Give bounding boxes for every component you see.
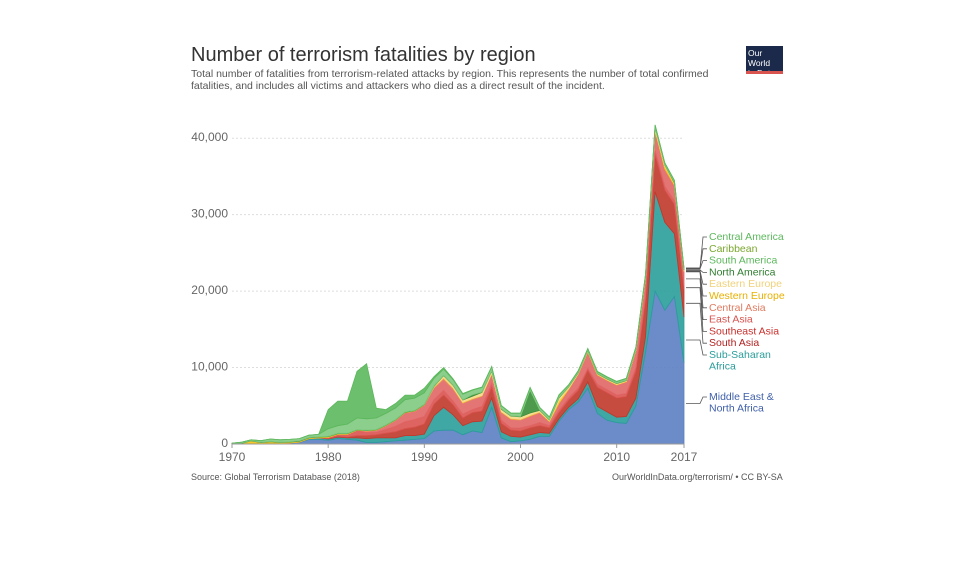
x-tick-label: 2010 — [603, 450, 630, 464]
legend-connector — [686, 270, 707, 297]
legend-connector — [686, 236, 707, 269]
y-tick-label: 10,000 — [191, 360, 228, 374]
x-tick-label: 2000 — [507, 450, 534, 464]
legend-connector — [686, 248, 707, 269]
legend-connector — [686, 339, 707, 356]
y-tick-label: 20,000 — [191, 283, 228, 297]
y-tick-label: 40,000 — [191, 130, 228, 144]
y-tick-label: 0 — [221, 436, 228, 450]
x-tick-label: 1980 — [315, 450, 342, 464]
x-tick-label: 1970 — [219, 450, 246, 464]
source-note: Source: Global Terrorism Database (2018) — [191, 472, 360, 482]
legend-connector — [686, 271, 707, 309]
area-series-11[interactable] — [231, 124, 685, 444]
legend-label: Central America — [709, 231, 784, 243]
source-url[interactable]: OurWorldInData.org/terrorism/ • CC BY-SA — [612, 472, 783, 482]
logo-accent-bar — [746, 71, 783, 74]
legend-connector — [686, 270, 707, 285]
legend-connector — [686, 278, 707, 321]
logo-line-1: Our World — [748, 48, 771, 68]
legend-label: Eastern Europe — [709, 278, 782, 290]
legend-label: Southeast Asia — [709, 325, 779, 337]
legend-label: North Africa — [709, 403, 764, 415]
legend-label: North America — [709, 266, 776, 278]
legend-label: Central Asia — [709, 302, 766, 314]
x-tick-label: 2017 — [671, 450, 698, 464]
legend-label: Western Europe — [709, 290, 785, 302]
chart-subtitle: Total number of fatalities from terroris… — [191, 68, 709, 92]
legend-label: Sub-Saharan — [709, 349, 771, 361]
legend-label: East Asia — [709, 314, 753, 326]
legend-label: South Asia — [709, 337, 759, 349]
legend-connector — [686, 302, 707, 344]
legend-label: South America — [709, 255, 777, 267]
legend-label: Middle East & — [709, 391, 774, 403]
legend-connector — [686, 260, 707, 270]
legend-label: Caribbean — [709, 243, 758, 255]
legend-connector — [686, 269, 707, 273]
chart-title: Number of terrorism fatalities by region — [191, 44, 536, 66]
legend-connector — [686, 396, 707, 404]
x-tick-label: 1990 — [411, 450, 438, 464]
y-tick-label: 30,000 — [191, 207, 228, 221]
legend-connector — [686, 287, 707, 332]
legend-label: Africa — [709, 361, 736, 373]
